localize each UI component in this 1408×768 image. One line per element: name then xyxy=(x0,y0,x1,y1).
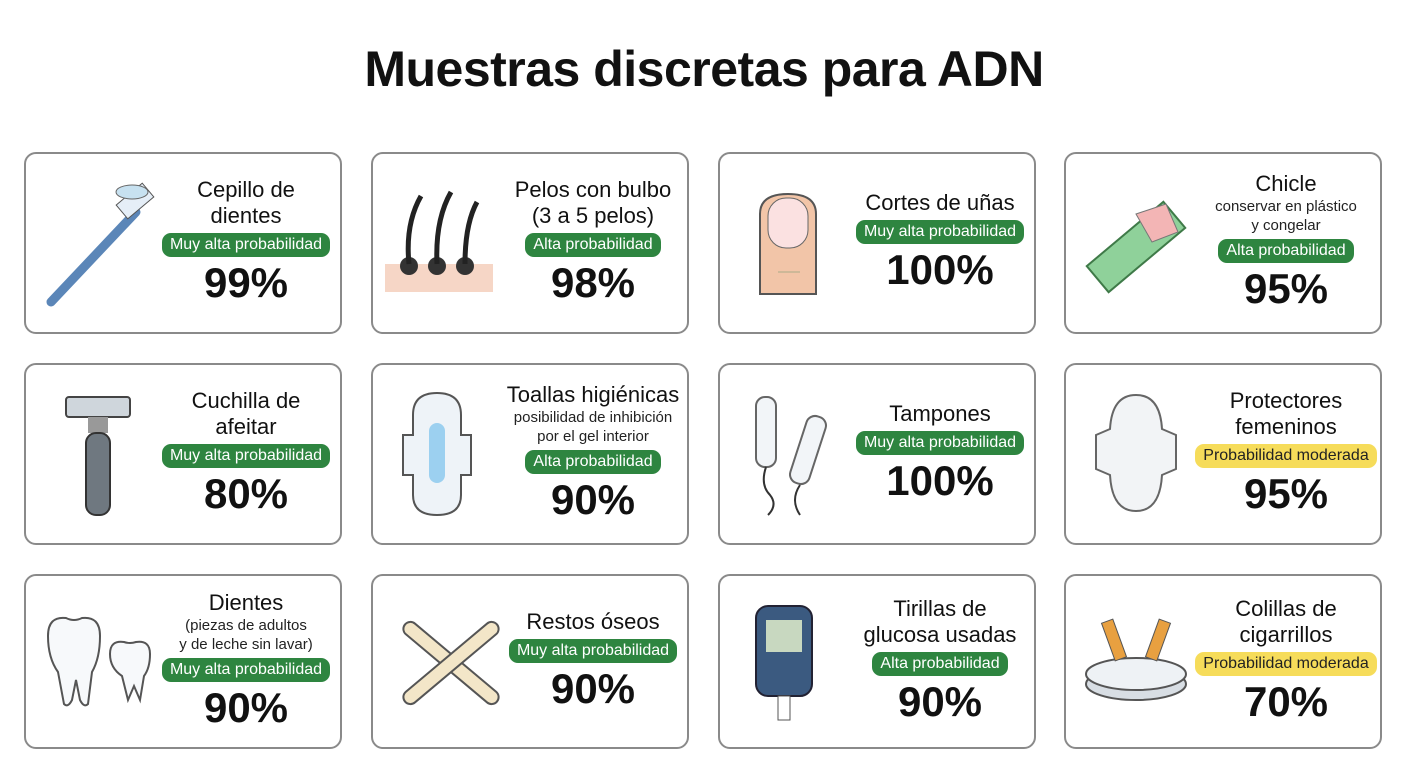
card-title: Protectores femeninos xyxy=(1229,388,1343,439)
card: Restos óseos Muy alta probabilidad 90% xyxy=(371,574,689,749)
icon xyxy=(1095,393,1177,513)
card-title: Cepillo de dientes xyxy=(197,177,295,228)
card: Cepillo de dientes Muy alta probabilidad 9… xyxy=(24,152,342,334)
card: Cortes de uñas Muy alta probabilidad 100% xyxy=(718,152,1036,334)
percent: 95% xyxy=(1243,265,1329,312)
icon xyxy=(755,396,827,516)
icon xyxy=(1085,618,1187,701)
percent: 70% xyxy=(1243,677,1329,725)
icon xyxy=(46,616,152,707)
card-note: conservar en plástico y congelar xyxy=(1215,198,1357,234)
card: Dientes (piezas de adultos y de leche sin… xyxy=(24,574,342,749)
card-note: (piezas de adultos y de leche sin lavar) xyxy=(179,616,313,653)
percent: 100% xyxy=(886,457,994,504)
title: Muestras discretas para ADN xyxy=(364,41,1044,97)
badge: Probabilidad moderada xyxy=(1195,444,1377,468)
badge: Muy alta probabilidad xyxy=(855,220,1025,244)
card-title: Cortes de uñas xyxy=(865,190,1015,215)
card: Chicle conservar en plástico y congelar Al… xyxy=(1064,152,1382,334)
percent: 90% xyxy=(897,677,983,725)
card-note: posibilidad de inhibición por el gel int… xyxy=(513,409,673,445)
percent: 90% xyxy=(550,664,636,712)
card-title: Restos óseos xyxy=(526,608,660,634)
card: Tirillas de glucosa usadas Alta probabili… xyxy=(718,574,1036,749)
card-title: Tampones xyxy=(889,401,991,426)
card: Pelos con bulbo (3 a 5 pelos) Alta probab… xyxy=(371,152,689,334)
card: Toallas higiénicas posibilidad de inhibic… xyxy=(371,363,689,545)
icon xyxy=(1085,200,1187,294)
percent: 98% xyxy=(550,259,636,306)
icon xyxy=(402,620,500,706)
card-title: Cuchilla de afeitar xyxy=(191,388,301,439)
card-title: Chicle xyxy=(1255,171,1317,196)
percent: 95% xyxy=(1243,470,1329,517)
card: Tampones Muy alta probabilidad 100% xyxy=(718,363,1036,545)
card: Cuchilla de afeitar Muy alta probabilidad… xyxy=(24,363,342,545)
percent: 90% xyxy=(203,683,289,731)
card: Colillas de cigarrillos Probabilidad mode… xyxy=(1064,574,1382,749)
badge: Probabilidad moderada xyxy=(1195,651,1377,676)
card-title: Colillas de cigarrillos xyxy=(1235,595,1337,647)
badge: Muy alta probabilidad xyxy=(855,431,1025,455)
icon xyxy=(402,391,472,517)
card-title: Dientes xyxy=(208,589,284,615)
percent: 99% xyxy=(203,259,289,306)
badge: Alta probabilidad xyxy=(872,651,1008,676)
card-title: Toallas higiénicas xyxy=(506,382,680,407)
badge: Muy alta probabilidad xyxy=(161,657,331,682)
icon xyxy=(759,192,817,295)
percent: 100% xyxy=(886,246,994,293)
icon xyxy=(385,190,493,292)
card: Protectores femeninos Probabilidad modera… xyxy=(1064,363,1382,545)
badge: Alta probabilidad xyxy=(525,233,661,257)
card-title: Tirillas de glucosa usadas xyxy=(863,595,1017,647)
badge: Muy alta probabilidad xyxy=(161,444,331,468)
icon xyxy=(755,605,813,721)
icon xyxy=(65,396,131,516)
icon xyxy=(46,182,155,307)
badge: Alta probabilidad xyxy=(1218,239,1354,263)
badge: Alta probabilidad xyxy=(525,450,661,474)
card-title: Pelos con bulbo (3 a 5 pelos) xyxy=(514,177,672,228)
badge: Muy alta probabilidad xyxy=(508,638,678,663)
percent: 90% xyxy=(550,476,636,523)
percent: 80% xyxy=(203,470,289,517)
badge: Muy alta probabilidad xyxy=(161,233,331,257)
